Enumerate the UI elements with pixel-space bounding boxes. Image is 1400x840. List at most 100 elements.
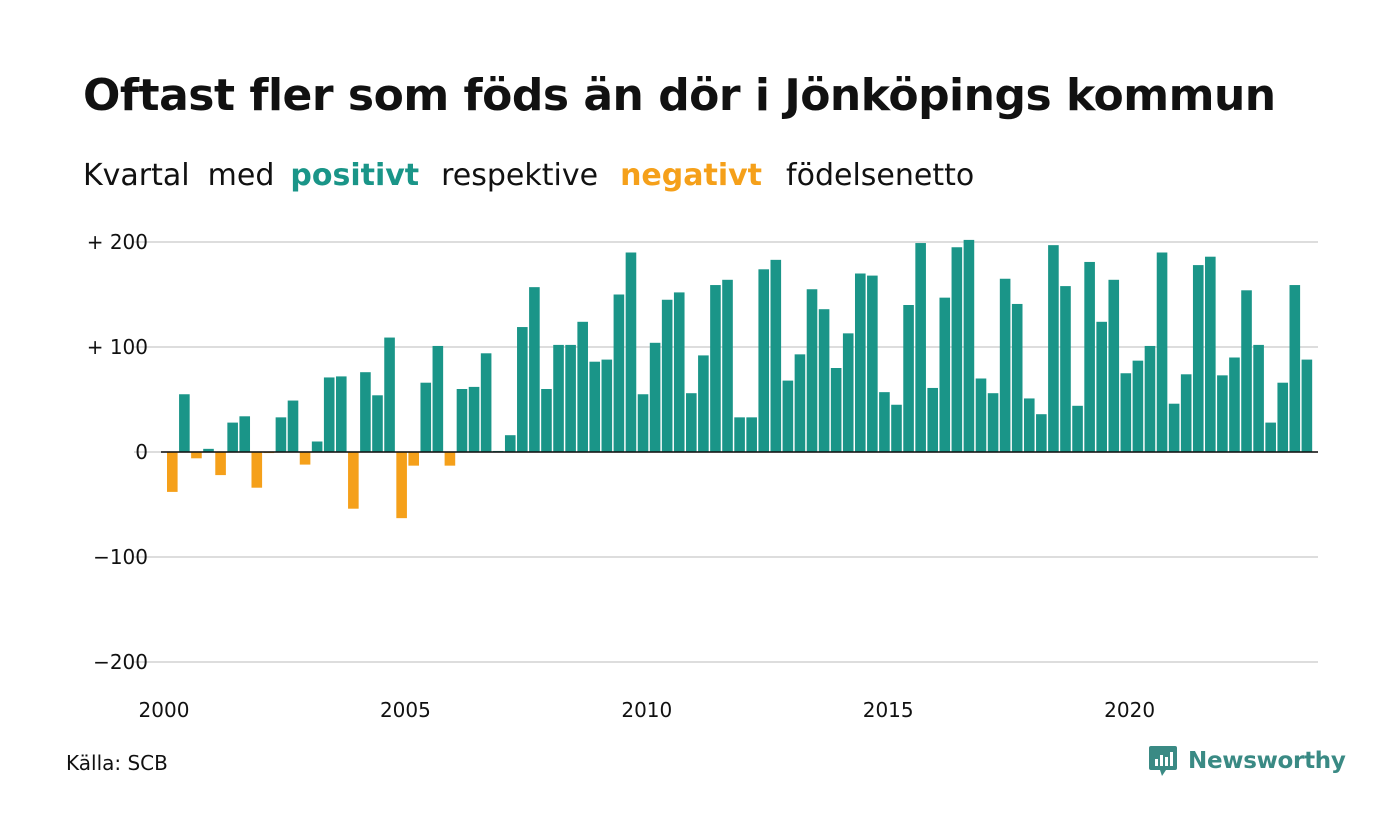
bar xyxy=(1084,261,1095,452)
bar xyxy=(553,344,564,452)
bar xyxy=(480,353,492,452)
bar xyxy=(854,273,866,452)
bar xyxy=(504,435,516,452)
bar xyxy=(287,400,299,452)
bar xyxy=(975,378,987,452)
bar xyxy=(1241,290,1252,452)
subtitle-word-respectively: respektive xyxy=(441,158,599,193)
y-tick-label: + 200 xyxy=(87,230,148,254)
bar xyxy=(722,279,733,452)
bar xyxy=(782,380,794,452)
bar xyxy=(673,292,685,452)
subtitle-word-birth-net: födelsenetto xyxy=(786,158,975,193)
bar xyxy=(372,395,383,452)
bar xyxy=(191,452,202,459)
x-tick-label: 2015 xyxy=(863,698,914,722)
newsworthy-logo-icon xyxy=(1149,746,1177,776)
subtitle-word-quarters: Kvartal xyxy=(83,158,190,193)
bar xyxy=(1229,357,1240,452)
y-tick-label: −200 xyxy=(93,650,148,674)
bar xyxy=(1301,359,1313,452)
bar xyxy=(1036,414,1047,452)
bar xyxy=(818,309,830,452)
bar xyxy=(625,252,637,452)
y-tick-label: −100 xyxy=(93,545,148,569)
bar xyxy=(1217,375,1228,452)
bar xyxy=(794,354,806,452)
x-tick-label: 2005 xyxy=(380,698,431,722)
bar xyxy=(758,269,770,452)
bar xyxy=(867,275,878,452)
bar xyxy=(468,386,480,452)
bar xyxy=(842,333,854,452)
bar xyxy=(1144,345,1156,452)
bar xyxy=(1048,245,1059,452)
bar xyxy=(649,342,661,452)
bar xyxy=(613,294,625,452)
bar xyxy=(227,422,238,452)
bar xyxy=(577,321,588,452)
bar xyxy=(999,278,1011,452)
bar xyxy=(456,389,468,452)
bar xyxy=(686,393,697,452)
bar xyxy=(167,452,178,492)
subtitle-word-with: med xyxy=(207,158,275,193)
bar xyxy=(879,392,890,452)
bar xyxy=(179,394,190,452)
source-note: Källa: SCB xyxy=(66,751,168,775)
chart-subtitle: Kvartal med positivt respektive negativt föde… xyxy=(83,158,974,193)
bar xyxy=(1120,373,1132,452)
bar xyxy=(1277,382,1289,452)
bar xyxy=(420,382,432,452)
bar xyxy=(1011,303,1023,452)
bar xyxy=(529,287,540,452)
bar xyxy=(710,285,721,452)
bar xyxy=(541,389,552,452)
bar xyxy=(963,239,975,452)
bar xyxy=(203,448,214,452)
bar xyxy=(1192,265,1204,452)
subtitle-positive-label: positivt xyxy=(290,158,420,193)
x-tick-label: 2010 xyxy=(621,698,672,722)
bar xyxy=(348,452,359,509)
bar xyxy=(927,387,939,452)
bar xyxy=(734,417,745,452)
bar xyxy=(1023,398,1035,452)
bar xyxy=(1096,321,1107,452)
bar xyxy=(1108,279,1120,452)
bar xyxy=(1132,360,1144,452)
bar xyxy=(1289,285,1301,452)
bar xyxy=(589,361,601,452)
bar xyxy=(311,441,323,452)
bar-chart: + 200 + 100 0 −100 −200 2000 2005 2010 2015 2020 xyxy=(87,230,1318,722)
bar xyxy=(408,452,419,466)
bar xyxy=(770,259,782,452)
subtitle-negative-label: negativt xyxy=(620,158,763,193)
bar xyxy=(806,289,818,452)
x-tick-label: 2000 xyxy=(139,698,190,722)
bar xyxy=(1072,405,1083,452)
bar xyxy=(432,345,444,452)
bar xyxy=(601,359,613,452)
bar xyxy=(275,417,287,452)
bar xyxy=(1253,344,1264,452)
bar xyxy=(1265,422,1276,452)
bar xyxy=(1205,256,1216,452)
bar xyxy=(698,355,709,452)
axis-layer: + 200 + 100 0 −100 −200 2000 2005 2010 2015 2020 xyxy=(87,230,1318,722)
bar xyxy=(951,247,963,452)
bar xyxy=(396,452,407,519)
bar xyxy=(903,305,914,452)
y-tick-label: + 100 xyxy=(87,335,148,359)
brand-name: Newsworthy xyxy=(1188,748,1346,774)
bar xyxy=(1168,403,1180,452)
chart-title: Oftast fler som föds än dör i Jönköpings… xyxy=(83,70,1276,121)
bar xyxy=(1180,374,1192,452)
bar xyxy=(299,452,311,465)
bar xyxy=(323,377,335,452)
bar xyxy=(987,393,999,452)
bar xyxy=(939,297,951,452)
brand-logo: Newsworthy xyxy=(1148,744,1346,778)
bar xyxy=(746,417,757,452)
bar xyxy=(1156,252,1168,452)
